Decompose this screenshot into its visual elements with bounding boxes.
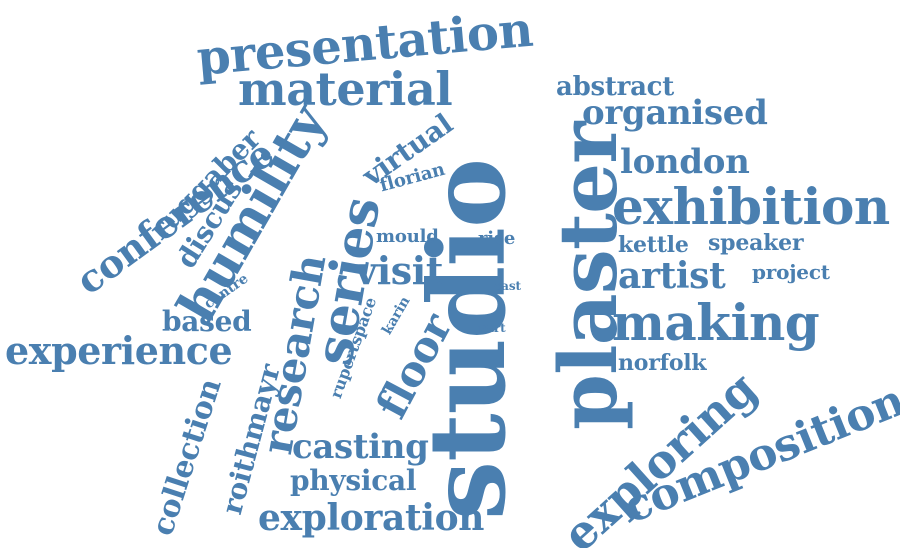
word-speaker: speaker (708, 230, 804, 256)
word-visit: visit (355, 248, 443, 293)
word-project: project (752, 260, 830, 284)
word-physical: physical (290, 464, 417, 497)
word-abstract: abstract (556, 72, 674, 102)
word-part: part (478, 321, 506, 335)
word-exhibition: exhibition (612, 177, 890, 236)
word-cast: cast (494, 279, 521, 293)
word-organised: organised (582, 93, 768, 133)
word-rise: rise (478, 228, 516, 249)
word-making: making (612, 293, 820, 352)
word-artist: artist (618, 255, 726, 297)
word-casting: casting (292, 427, 429, 467)
word-norfolk: norfolk (618, 350, 707, 376)
word-based: based (162, 305, 252, 338)
word-plaster: plaster (541, 122, 635, 430)
word-experience: experience (5, 328, 233, 373)
word-kettle: kettle (618, 232, 689, 258)
word-london: london (620, 142, 750, 182)
word-exploration: exploration (258, 497, 485, 539)
word-mould: mould (376, 226, 439, 247)
word-collection: collection (145, 374, 229, 540)
word-material: material (238, 62, 453, 116)
